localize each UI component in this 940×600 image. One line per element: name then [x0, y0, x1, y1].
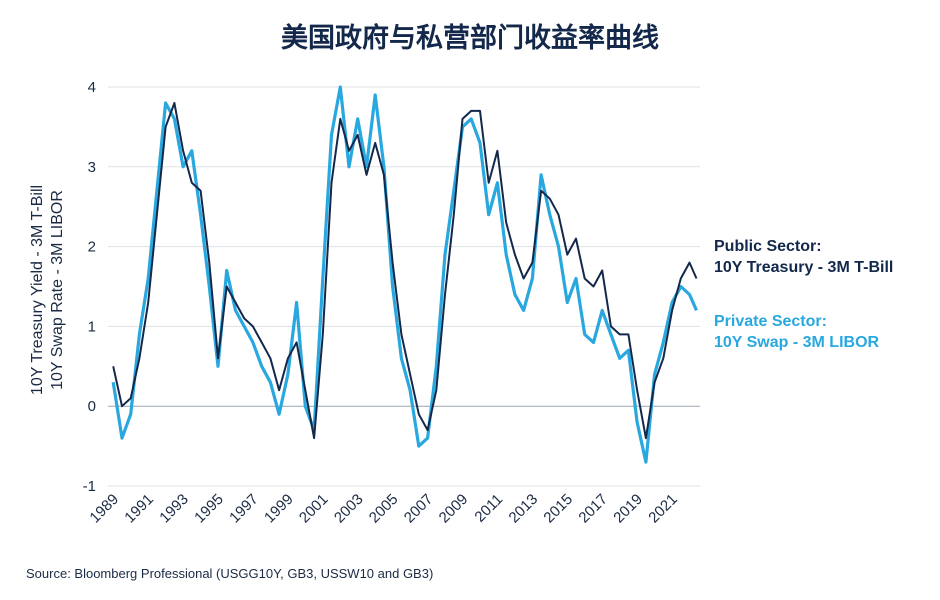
- legend-private-sector: Private Sector: 10Y Swap - 3M LIBOR: [714, 311, 879, 353]
- x-tick-label: 1997: [226, 491, 262, 527]
- legend-public-line-1: Public Sector:: [714, 238, 822, 255]
- gridlines: [108, 86, 700, 487]
- y-tick-labels: -1 0 1 2 3 4: [83, 79, 96, 495]
- x-tick-label: 1993: [156, 491, 192, 527]
- y-tick-label: 4: [88, 79, 96, 96]
- y-tick-label: 2: [88, 239, 96, 256]
- legend-private-line-1: Private Sector:: [714, 313, 827, 330]
- source-note: Source: Bloomberg Professional (USGG10Y,…: [26, 566, 434, 581]
- series-line-public-sector: [112, 102, 698, 440]
- x-tick-label: 2009: [436, 491, 472, 527]
- x-tick-label: 1991: [121, 491, 157, 527]
- x-tick-label: 2005: [366, 491, 402, 527]
- x-tick-label: 1989: [86, 491, 122, 527]
- series-lines: [111, 85, 698, 464]
- y-tick-label: -1: [83, 478, 96, 495]
- y-tick-label: 1: [88, 318, 96, 335]
- series-line-private-sector: [111, 85, 698, 464]
- x-tick-labels: 1989 1991 1993 1995 1997 1999 2001 2003 2005 2007…: [86, 491, 680, 527]
- x-tick-label: 2003: [331, 491, 367, 527]
- x-tick-label: 2011: [471, 491, 506, 526]
- y-axis-label-line-2: 10Y Swap Rate - 3M LIBOR: [49, 190, 66, 390]
- legend-public-line-2: 10Y Treasury - 3M T-Bill: [714, 259, 894, 276]
- y-axis-label-line-1: 10Y Treasury Yield - 3M T-Bill: [29, 185, 46, 395]
- y-tick-label: 3: [88, 159, 96, 176]
- x-tick-label: 2015: [540, 491, 576, 527]
- x-tick-label: 2019: [610, 491, 646, 527]
- legend-public-sector: Public Sector: 10Y Treasury - 3M T-Bill: [714, 236, 893, 278]
- x-tick-label: 2007: [401, 491, 437, 527]
- x-tick-label: 1995: [191, 491, 227, 527]
- chart-title: 美国政府与私营部门收益率曲线: [281, 23, 659, 54]
- x-tick-label: 2017: [575, 491, 611, 527]
- x-tick-label: 1999: [261, 491, 297, 527]
- x-tick-label: 2021: [645, 491, 681, 527]
- x-tick-label: 2013: [506, 491, 542, 527]
- y-tick-label: 0: [88, 398, 96, 415]
- x-tick-label: 2001: [296, 491, 332, 527]
- legend-private-line-2: 10Y Swap - 3M LIBOR: [714, 334, 880, 351]
